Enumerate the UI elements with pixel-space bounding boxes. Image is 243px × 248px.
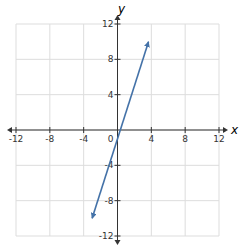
- x-tick-label: 4: [148, 134, 154, 144]
- y-tick: [115, 94, 121, 95]
- y-tick-label: -8: [105, 196, 114, 206]
- y-tick: [115, 24, 121, 25]
- axes: [7, 15, 228, 245]
- x-tick: [49, 127, 50, 133]
- x-axis-label: x: [230, 123, 239, 137]
- x-tick-label: -12: [9, 134, 24, 144]
- x-tick: [151, 127, 152, 133]
- x-tick: [185, 127, 186, 133]
- ticks: -12-8-44812-12-8-448120: [9, 19, 225, 241]
- x-tick: [16, 127, 17, 133]
- axis-arrow: [7, 127, 12, 133]
- grid-line: [16, 59, 219, 60]
- grid-line: [16, 24, 17, 236]
- y-axis: [117, 20, 118, 240]
- grid-line: [16, 165, 219, 166]
- y-tick: [115, 236, 121, 237]
- data-line: [92, 42, 148, 219]
- y-tick-label: -12: [99, 231, 114, 241]
- y-tick-label: 4: [108, 90, 114, 100]
- x-tick-label: 12: [213, 134, 224, 144]
- grid-line: [16, 200, 219, 201]
- x-tick: [219, 127, 220, 133]
- grid-line: [16, 236, 219, 237]
- y-tick-label: 8: [108, 54, 114, 64]
- grid-line: [16, 94, 219, 95]
- y-tick: [115, 165, 121, 166]
- y-axis-label: y: [117, 2, 126, 16]
- y-tick-label: 12: [102, 19, 113, 29]
- chart: -12-8-44812-12-8-448120xy: [0, 0, 243, 248]
- grid-line: [185, 24, 186, 236]
- grid-line: [49, 24, 50, 236]
- axis-arrow: [223, 127, 228, 133]
- x-tick-label: -4: [79, 134, 88, 144]
- y-tick: [115, 200, 121, 201]
- grid-line: [219, 24, 220, 236]
- grid-line: [83, 24, 84, 236]
- origin-label: 0: [108, 134, 114, 144]
- x-tick-label: -8: [45, 134, 54, 144]
- y-tick: [115, 59, 121, 60]
- x-tick: [83, 127, 84, 133]
- plot-area: [92, 42, 148, 219]
- grid-line: [16, 24, 219, 25]
- chart-container: -12-8-44812-12-8-448120xy: [0, 0, 243, 248]
- axis-arrow: [115, 240, 121, 245]
- x-tick-label: 8: [182, 134, 188, 144]
- grid-line: [151, 24, 152, 236]
